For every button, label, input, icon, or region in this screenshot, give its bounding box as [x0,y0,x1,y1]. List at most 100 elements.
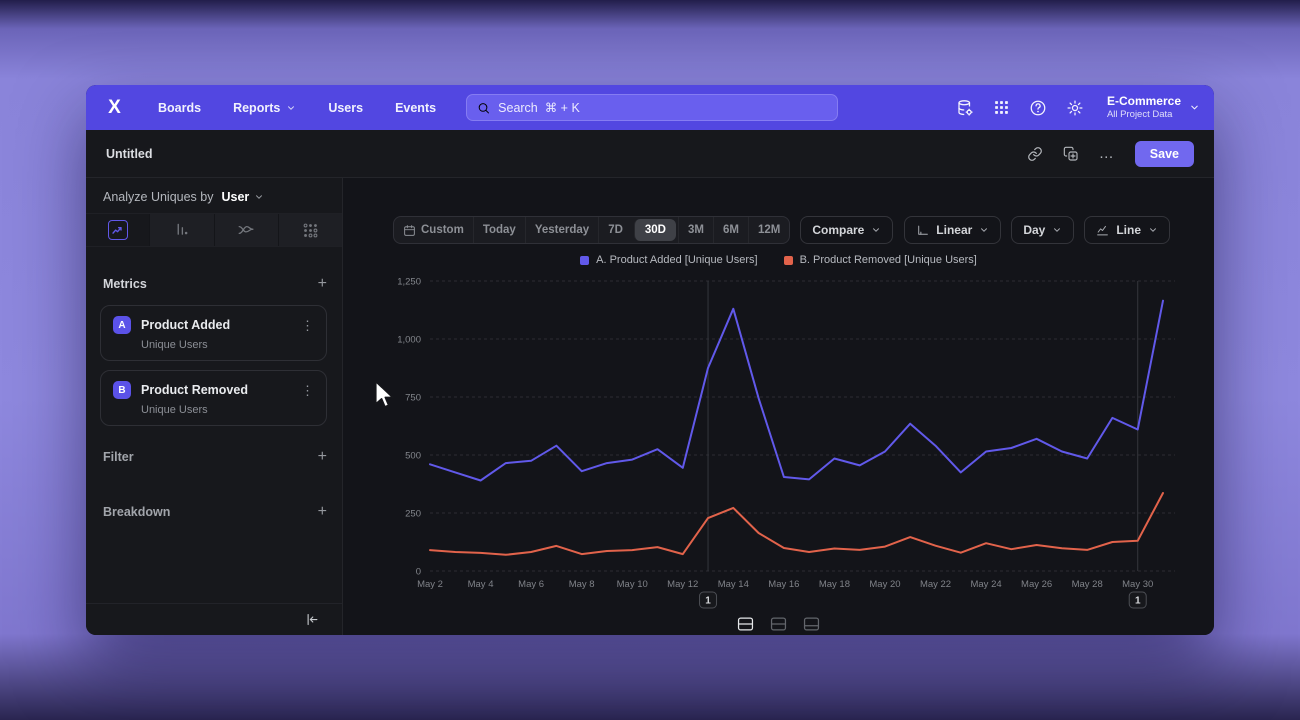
y-axis-tick-label: 500 [405,451,421,462]
tab-bar-report[interactable] [149,214,214,246]
org-scope: All Project Data [1106,109,1173,121]
duplicate-icon[interactable] [1063,146,1079,162]
range-button-6m[interactable]: 6M [712,217,748,243]
x-axis-tick-label: May 2 [417,579,443,590]
layout-chart-only-button[interactable] [767,614,791,633]
y-axis-tick-label: 1,250 [397,277,421,288]
nav-item-reports[interactable]: Reports [233,101,296,115]
line-chart[interactable]: 0 250 500 750 1,000 1,250 May 2 May 4 May 6 May 8… [343,275,1214,615]
view-layout-toggles [343,614,1214,633]
filter-section-header: Filter + [103,445,327,469]
nav-item-label: Events [395,100,437,115]
legend-item-series-2[interactable]: B. Product Removed [Unique Users] [783,254,977,266]
series-line-1[interactable] [429,299,1164,482]
range-button-12m[interactable]: 12M [747,217,789,243]
metric-options-icon[interactable]: ⋮ [301,382,314,398]
range-button-today[interactable]: Today [472,217,525,243]
save-button[interactable]: Save [1134,140,1194,167]
series-line-2[interactable] [429,492,1164,556]
compare-dropdown[interactable]: Compare [800,216,894,244]
metric-card-a[interactable]: A Product Added ⋮ Unique Users [100,305,327,361]
range-button-yesterday[interactable]: Yesterday [524,217,598,243]
chevron-down-icon [288,105,295,110]
annotation-badge-label: 1 [705,596,711,607]
chevron-down-icon [256,195,263,199]
apps-grid-icon[interactable] [993,99,1010,116]
range-button-7d[interactable]: 7D [598,217,632,243]
report-toolbar: Untitled … Save [86,130,1214,178]
chevron-down-icon [1054,228,1061,232]
scale-label: Linear [936,223,973,237]
annotation-badge[interactable] [699,591,718,609]
chevron-down-icon [981,228,988,232]
calendar-icon [404,224,415,236]
more-options-icon[interactable]: … [1098,145,1115,162]
mixpanel-logo-icon[interactable]: X [108,96,121,118]
add-metric-icon[interactable]: + [317,275,327,292]
filter-header-label: Filter [103,450,134,464]
nav-item-users[interactable]: Users [328,101,363,115]
chevron-down-icon [1150,228,1156,232]
data-management-icon[interactable] [956,99,974,117]
help-icon[interactable] [1029,99,1047,117]
range-label: Today [482,224,516,236]
report-title[interactable]: Untitled [106,146,153,161]
annotation-badge[interactable] [1128,591,1147,609]
breakdown-section-header: Breakdown + [103,500,327,524]
metric-options-icon[interactable]: ⋮ [301,317,314,333]
tab-flows[interactable] [213,214,278,246]
nav-item-label: Users [328,100,364,115]
metric-name: Product Removed [141,383,248,397]
y-axis-tick-label: 0 [416,567,421,578]
metric-measurement[interactable]: Unique Users [141,404,208,416]
chart-legend: A. Product Added [Unique Users] B. Produc… [343,254,1214,266]
insights-chart-icon [112,226,122,234]
chart-panel: Custom Today Yesterday 7D 30D 3M 6M 12M Compare… [343,178,1214,635]
metrics-header-label: Metrics [103,277,147,291]
chart-controls: Custom Today Yesterday 7D 30D 3M 6M 12M Compare… [343,216,1214,244]
axis-scale-icon [918,225,929,235]
query-builder-sidebar: Analyze Uniques by User Metrics + A Produ… [86,178,343,635]
scale-dropdown[interactable]: Linear [904,216,1002,244]
metric-measurement[interactable]: Unique Users [141,339,208,351]
chart-type-dropdown[interactable]: Line [1084,216,1170,244]
search-bar[interactable] [466,94,838,121]
x-axis-tick-label: May 30 [1122,579,1153,590]
y-axis-tick-label: 1,000 [397,335,421,346]
tab-retention[interactable] [277,214,342,246]
granularity-label: Day [1023,223,1046,237]
add-breakdown-icon[interactable]: + [317,503,327,520]
nav-item-boards[interactable]: Boards [158,101,201,115]
collapse-sidebar-icon[interactable] [305,612,320,627]
search-input[interactable] [498,100,827,115]
annotation-badge-label: 1 [1135,596,1141,607]
share-link-icon[interactable] [1027,146,1043,162]
breakdown-header-label: Breakdown [103,505,171,519]
range-button-custom[interactable]: Custom [394,217,473,243]
x-axis-tick-label: May 22 [920,579,951,590]
date-range-segmented-control: Custom Today Yesterday 7D 30D 3M 6M 12M [393,216,791,244]
layout-table-only-button[interactable] [800,614,824,633]
add-filter-icon[interactable]: + [317,448,327,465]
x-axis-tick-label: May 14 [718,579,749,590]
y-axis-tick-label: 750 [405,393,421,404]
org-name: E-Commerce [1106,94,1181,109]
tab-insights[interactable] [86,214,149,246]
compare-label: Compare [812,223,865,237]
chevron-down-icon [1191,105,1198,110]
legend-item-series-1[interactable]: A. Product Added [Unique Users] [580,254,758,266]
x-axis-tick-label: May 12 [667,579,698,590]
bar-chart-icon [177,223,188,235]
granularity-dropdown[interactable]: Day [1011,216,1075,244]
range-button-30d[interactable]: 30D [633,219,676,241]
x-axis-tick-label: May 24 [970,579,1001,590]
metric-card-b[interactable]: B Product Removed ⋮ Unique Users [100,370,327,426]
nav-item-events[interactable]: Events [395,101,436,115]
org-switcher[interactable]: E-Commerce All Project Data [1107,94,1200,121]
nav-item-label: Reports [233,100,281,115]
range-button-3m[interactable]: 3M [678,217,713,243]
settings-gear-icon[interactable] [1066,99,1084,117]
range-label: 3M [688,224,704,236]
analyze-entity-dropdown[interactable]: User [221,190,250,204]
layout-chart-and-table-button[interactable] [734,614,758,633]
